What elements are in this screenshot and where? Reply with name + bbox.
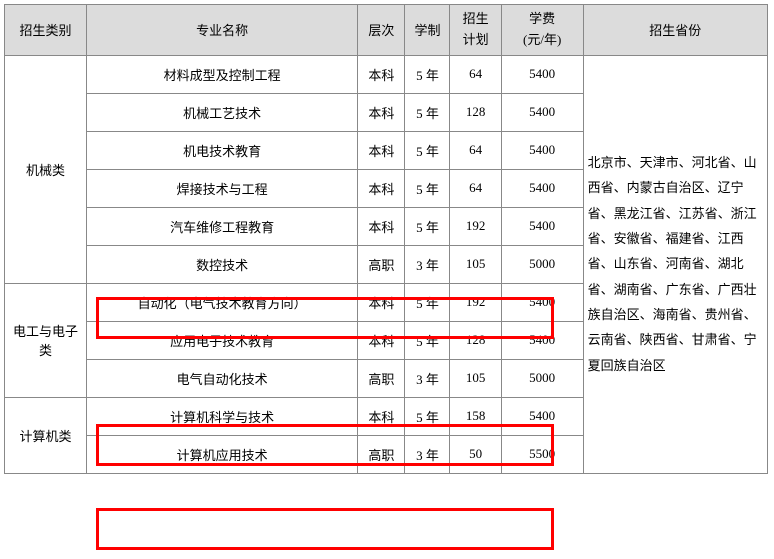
table-body: 机械类 材料成型及控制工程 本科 5 年 64 5400 北京市、天津市、河北省… (5, 55, 768, 473)
plan-cell: 64 (450, 131, 501, 169)
years-cell: 5 年 (405, 283, 450, 321)
years-cell: 5 年 (405, 131, 450, 169)
header-fee-line1: 学费 (529, 11, 555, 26)
fee-cell: 5400 (501, 93, 583, 131)
years-cell: 5 年 (405, 207, 450, 245)
highlight-box (96, 508, 554, 550)
level-cell: 本科 (358, 131, 405, 169)
major-cell: 机电技术教育 (86, 131, 357, 169)
plan-cell: 128 (450, 321, 501, 359)
fee-cell: 5400 (501, 397, 583, 435)
fee-cell: 5400 (501, 321, 583, 359)
plan-cell: 192 (450, 207, 501, 245)
level-cell: 本科 (358, 93, 405, 131)
header-years: 学制 (405, 5, 450, 56)
provinces-cell: 北京市、天津市、河北省、山西省、内蒙古自治区、辽宁省、黑龙江省、江苏省、浙江省、… (583, 55, 767, 473)
years-cell: 3 年 (405, 435, 450, 473)
header-major: 专业名称 (86, 5, 357, 56)
fee-cell: 5500 (501, 435, 583, 473)
level-cell: 高职 (358, 359, 405, 397)
major-cell: 计算机应用技术 (86, 435, 357, 473)
plan-cell: 128 (450, 93, 501, 131)
level-cell: 本科 (358, 169, 405, 207)
plan-cell: 105 (450, 359, 501, 397)
level-cell: 本科 (358, 283, 405, 321)
years-cell: 3 年 (405, 245, 450, 283)
fee-cell: 5400 (501, 169, 583, 207)
major-cell: 焊接技术与工程 (86, 169, 357, 207)
years-cell: 5 年 (405, 169, 450, 207)
header-category: 招生类别 (5, 5, 87, 56)
major-cell: 应用电子技术教育 (86, 321, 357, 359)
header-plan-line1: 招生 (463, 11, 489, 26)
level-cell: 本科 (358, 55, 405, 93)
level-cell: 本科 (358, 207, 405, 245)
plan-cell: 105 (450, 245, 501, 283)
plan-cell: 64 (450, 169, 501, 207)
header-level: 层次 (358, 5, 405, 56)
plan-cell: 158 (450, 397, 501, 435)
major-cell: 计算机科学与技术 (86, 397, 357, 435)
fee-cell: 5400 (501, 207, 583, 245)
table-row: 机械类 材料成型及控制工程 本科 5 年 64 5400 北京市、天津市、河北省… (5, 55, 768, 93)
header-fee-line2: (元/年) (523, 32, 561, 47)
fee-cell: 5000 (501, 245, 583, 283)
major-cell: 自动化（电气技术教育方向） (86, 283, 357, 321)
category-cell: 机械类 (5, 55, 87, 283)
major-cell: 材料成型及控制工程 (86, 55, 357, 93)
category-cell: 计算机类 (5, 397, 87, 473)
major-cell: 数控技术 (86, 245, 357, 283)
category-cell: 电工与电子类 (5, 283, 87, 397)
level-cell: 本科 (358, 321, 405, 359)
fee-cell: 5400 (501, 283, 583, 321)
fee-cell: 5000 (501, 359, 583, 397)
header-plan: 招生 计划 (450, 5, 501, 56)
major-cell: 电气自动化技术 (86, 359, 357, 397)
years-cell: 5 年 (405, 93, 450, 131)
major-cell: 汽车维修工程教育 (86, 207, 357, 245)
level-cell: 高职 (358, 245, 405, 283)
years-cell: 5 年 (405, 55, 450, 93)
fee-cell: 5400 (501, 55, 583, 93)
major-cell: 机械工艺技术 (86, 93, 357, 131)
years-cell: 5 年 (405, 397, 450, 435)
plan-cell: 192 (450, 283, 501, 321)
plan-cell: 50 (450, 435, 501, 473)
level-cell: 本科 (358, 397, 405, 435)
years-cell: 5 年 (405, 321, 450, 359)
admissions-table: 招生类别 专业名称 层次 学制 招生 计划 学费 (元/年) 招生省份 机械类 … (4, 4, 768, 474)
plan-cell: 64 (450, 55, 501, 93)
years-cell: 3 年 (405, 359, 450, 397)
header-provinces: 招生省份 (583, 5, 767, 56)
table-header: 招生类别 专业名称 层次 学制 招生 计划 学费 (元/年) 招生省份 (5, 5, 768, 56)
header-fee: 学费 (元/年) (501, 5, 583, 56)
fee-cell: 5400 (501, 131, 583, 169)
level-cell: 高职 (358, 435, 405, 473)
header-plan-line2: 计划 (463, 32, 489, 47)
